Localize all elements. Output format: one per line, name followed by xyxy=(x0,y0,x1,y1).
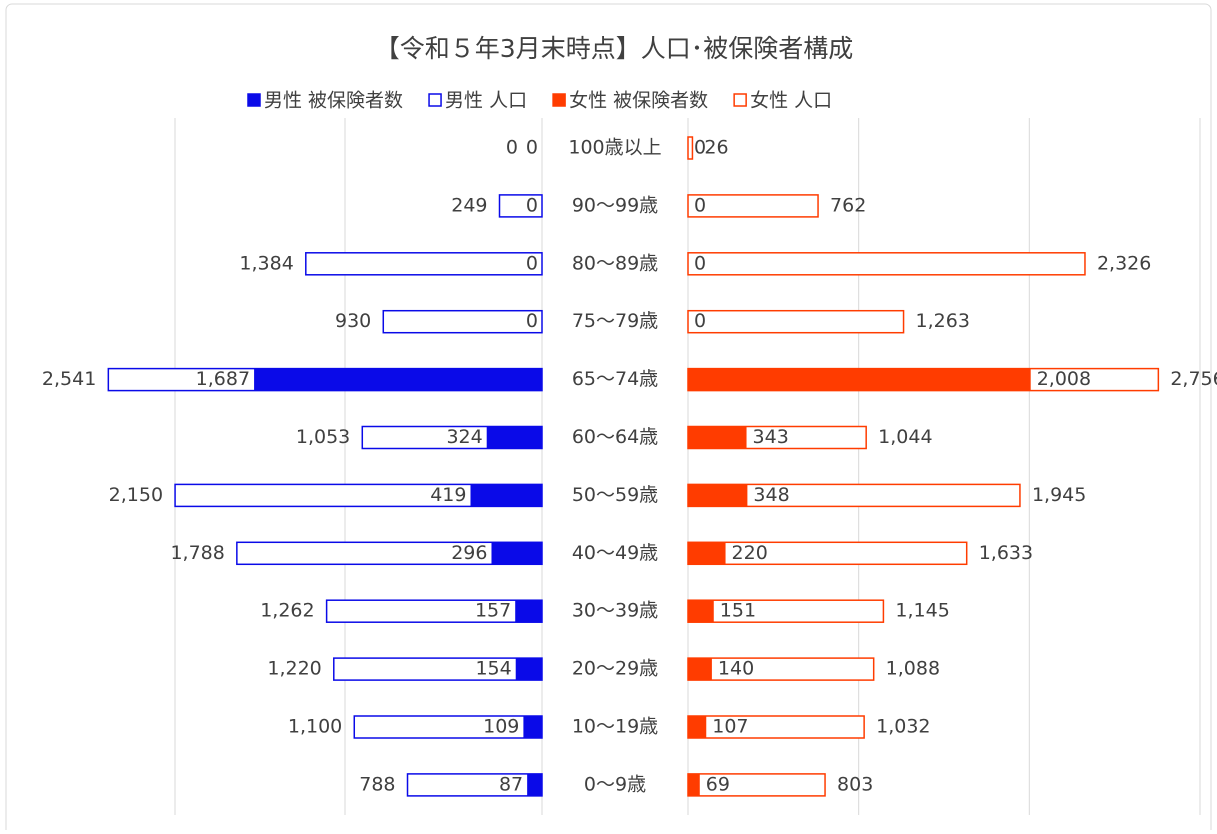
insured-bar xyxy=(254,368,542,391)
population-bar xyxy=(687,657,875,681)
data-label: 0 xyxy=(506,137,518,159)
data-label: 324 xyxy=(446,426,482,448)
data-label: 0 xyxy=(694,310,706,332)
insured-bar xyxy=(688,773,700,796)
data-label: 0 xyxy=(526,137,538,159)
insured-bar xyxy=(688,426,747,449)
population-bar xyxy=(687,599,885,623)
population-bar xyxy=(498,194,543,218)
data-label: 0 xyxy=(694,137,706,159)
data-label: 1,220 xyxy=(267,658,321,680)
data-label: 1,384 xyxy=(239,252,293,274)
data-label: 296 xyxy=(451,542,487,564)
category-label: 90～99歳 xyxy=(572,194,658,216)
insured-bar xyxy=(688,658,712,681)
population-bar xyxy=(687,541,968,566)
population-bar xyxy=(687,309,905,334)
legend-label: 女性 人口 xyxy=(750,90,832,112)
category-label: 60～64歳 xyxy=(572,426,658,448)
insured-bar xyxy=(470,484,542,507)
data-label: 2,541 xyxy=(42,368,96,390)
chart-border xyxy=(5,3,1212,834)
data-label: 930 xyxy=(335,310,371,332)
data-label: 1,145 xyxy=(895,600,949,622)
data-label: 1,945 xyxy=(1032,484,1086,506)
data-label: 157 xyxy=(475,600,511,622)
category-label: 20～29歳 xyxy=(572,658,658,680)
population-bar xyxy=(382,309,543,334)
insured-bar xyxy=(688,368,1031,391)
data-label: 1,687 xyxy=(196,368,250,390)
category-label: 40～49歳 xyxy=(572,542,658,564)
data-label: 0 xyxy=(526,194,538,216)
insured-bar xyxy=(523,716,542,738)
data-label: 154 xyxy=(475,658,511,680)
data-label: 69 xyxy=(706,773,730,795)
population-bar xyxy=(687,194,819,218)
category-label: 50～59歳 xyxy=(572,484,658,506)
insured-bar xyxy=(515,600,542,623)
insured-bar xyxy=(515,658,542,681)
legend-label: 男性 被保険者数 xyxy=(264,90,403,112)
data-label: 0 xyxy=(526,252,538,274)
data-label: 348 xyxy=(753,484,789,506)
data-label: 0 xyxy=(694,194,706,216)
insured-bar xyxy=(688,600,714,623)
data-label: 2,150 xyxy=(109,484,163,506)
data-label: 2,756 xyxy=(1170,368,1217,390)
insured-bar xyxy=(688,716,707,738)
category-label: 65～74歳 xyxy=(572,368,658,390)
population-bar xyxy=(687,252,1086,276)
data-label: 1,788 xyxy=(170,542,224,564)
category-label: 30～39歳 xyxy=(572,600,658,622)
category-label: 100歳以上 xyxy=(568,137,661,159)
data-label: 1,100 xyxy=(288,716,342,738)
data-label: 788 xyxy=(359,773,395,795)
data-label: 0 xyxy=(526,310,538,332)
data-label: 87 xyxy=(499,773,523,795)
data-label: 2,326 xyxy=(1097,252,1151,274)
data-label: 419 xyxy=(430,484,466,506)
data-label: 1,263 xyxy=(916,310,970,332)
data-label: 343 xyxy=(753,426,789,448)
category-label: 80～89歳 xyxy=(572,252,658,274)
data-label: 2,008 xyxy=(1037,368,1091,390)
category-label: 10～19歳 xyxy=(572,716,658,738)
data-label: 151 xyxy=(720,600,756,622)
data-label: 1,044 xyxy=(878,426,932,448)
legend-label: 女性 被保険者数 xyxy=(569,90,708,112)
insured-bar xyxy=(486,426,542,449)
insured-bar xyxy=(491,542,542,565)
data-label: 803 xyxy=(837,773,873,795)
population-bar xyxy=(305,252,543,276)
legend-swatch xyxy=(428,93,442,107)
insured-bar xyxy=(688,542,726,565)
data-label: 1,088 xyxy=(886,658,940,680)
chart-title: 【令和５年3月末時点】人口･被保険者構成 xyxy=(375,34,853,63)
data-label: 107 xyxy=(712,716,748,738)
legend-swatch xyxy=(247,93,261,107)
legend-label: 男性 人口 xyxy=(445,90,527,112)
insured-bar xyxy=(688,484,748,507)
data-label: 1,262 xyxy=(260,600,314,622)
data-label: 26 xyxy=(704,137,728,159)
legend-swatch xyxy=(733,93,747,107)
data-label: 762 xyxy=(830,194,866,216)
legend: 男性 被保険者数 男性 人口 女性 被保険者数 女性 人口 xyxy=(247,90,832,112)
data-label: 1,633 xyxy=(979,542,1033,564)
data-label: 1,053 xyxy=(296,426,350,448)
data-label: 249 xyxy=(451,194,487,216)
data-label: 109 xyxy=(483,716,519,738)
data-label: 0 xyxy=(694,252,706,274)
population-bar xyxy=(687,136,694,160)
category-label: 75～79歳 xyxy=(572,310,658,332)
data-label: 220 xyxy=(732,542,768,564)
category-label: 0～9歳 xyxy=(584,773,646,795)
data-label: 140 xyxy=(718,658,754,680)
legend-swatch xyxy=(552,93,566,107)
data-label: 1,032 xyxy=(876,716,930,738)
insured-bar xyxy=(527,773,542,796)
